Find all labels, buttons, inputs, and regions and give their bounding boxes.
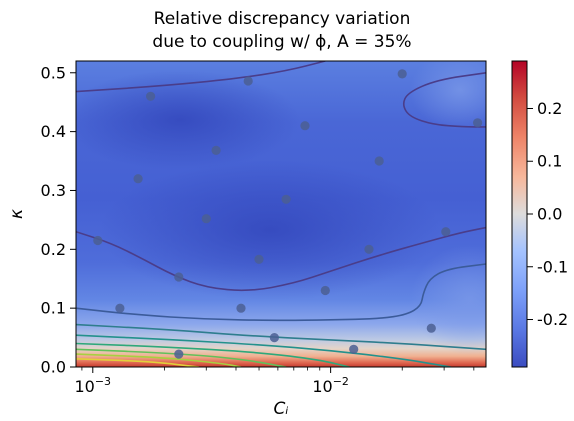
y-tick-label: 0.3 bbox=[41, 181, 66, 200]
sample-point bbox=[174, 349, 184, 359]
colorbar bbox=[511, 60, 528, 368]
heatmap-dark-region bbox=[100, 160, 440, 300]
contour-line bbox=[76, 226, 486, 292]
x-axis-label: Cᵢ bbox=[274, 399, 289, 419]
sample-point bbox=[441, 227, 451, 237]
sample-point bbox=[397, 69, 407, 79]
plot-frame bbox=[75, 60, 487, 368]
y-axis-label: κ bbox=[7, 209, 27, 219]
y-tick-label: 0.0 bbox=[41, 358, 66, 377]
contour-line bbox=[76, 334, 451, 367]
sample-point bbox=[115, 303, 125, 313]
contour-line bbox=[76, 342, 350, 367]
contour-line bbox=[76, 358, 200, 367]
sample-points bbox=[93, 69, 483, 359]
sample-point bbox=[211, 145, 221, 155]
sample-point bbox=[236, 303, 246, 313]
contour-line bbox=[76, 61, 326, 93]
sample-point bbox=[349, 344, 359, 354]
chart-title-line-2: due to coupling w/ ϕ, A = 35% bbox=[152, 32, 411, 52]
heatmap-field bbox=[76, 61, 486, 367]
sample-point bbox=[133, 174, 143, 184]
sample-point bbox=[320, 285, 330, 296]
contour-lines bbox=[76, 61, 486, 367]
colorbar-tick-label: 0.1 bbox=[537, 152, 562, 171]
sample-point bbox=[93, 235, 103, 246]
sample-point bbox=[201, 214, 211, 224]
colorbar-tick-label: 0.2 bbox=[537, 99, 562, 118]
y-tick-label: 0.2 bbox=[41, 240, 66, 259]
sample-point bbox=[364, 244, 374, 254]
x-tick-label: 10−3 bbox=[74, 375, 111, 396]
heatmap-dark-region-upper bbox=[76, 70, 300, 170]
contour-line bbox=[76, 263, 486, 322]
contour-line bbox=[76, 323, 486, 351]
colorbar-tick-label: 0.0 bbox=[537, 205, 562, 224]
sample-point bbox=[281, 194, 291, 204]
x-axis-ticks: 10−3 10−2 bbox=[74, 367, 475, 396]
y-tick-label: 0.1 bbox=[41, 299, 66, 318]
x-axis-label-text: Cᵢ bbox=[274, 399, 289, 419]
sample-point bbox=[269, 333, 279, 343]
sample-point bbox=[300, 121, 310, 131]
contour-line bbox=[76, 348, 287, 367]
colorbar-tick-label: -0.1 bbox=[537, 257, 568, 276]
colorbar-ticks: 0.2 0.1 0.0 -0.1 -0.2 bbox=[527, 99, 568, 329]
sample-point bbox=[174, 272, 184, 282]
x-tick-label: 10−2 bbox=[312, 375, 349, 396]
sample-point bbox=[146, 91, 156, 101]
colorbar-tick-label: -0.2 bbox=[537, 310, 568, 329]
y-axis-ticks: 0.0 0.1 0.2 0.3 0.4 0.5 bbox=[41, 63, 76, 377]
chart-title-line-1: Relative discrepancy variation bbox=[154, 9, 411, 29]
sample-point bbox=[426, 323, 436, 333]
sample-point bbox=[473, 118, 483, 128]
sample-point bbox=[254, 254, 264, 264]
y-tick-label: 0.4 bbox=[41, 122, 66, 141]
contour-line bbox=[76, 353, 242, 367]
sample-point bbox=[243, 76, 253, 86]
sample-point bbox=[374, 156, 384, 166]
y-tick-label: 0.5 bbox=[41, 63, 66, 82]
heatmap-light-region-top bbox=[410, 61, 486, 130]
contour-line bbox=[402, 72, 486, 128]
